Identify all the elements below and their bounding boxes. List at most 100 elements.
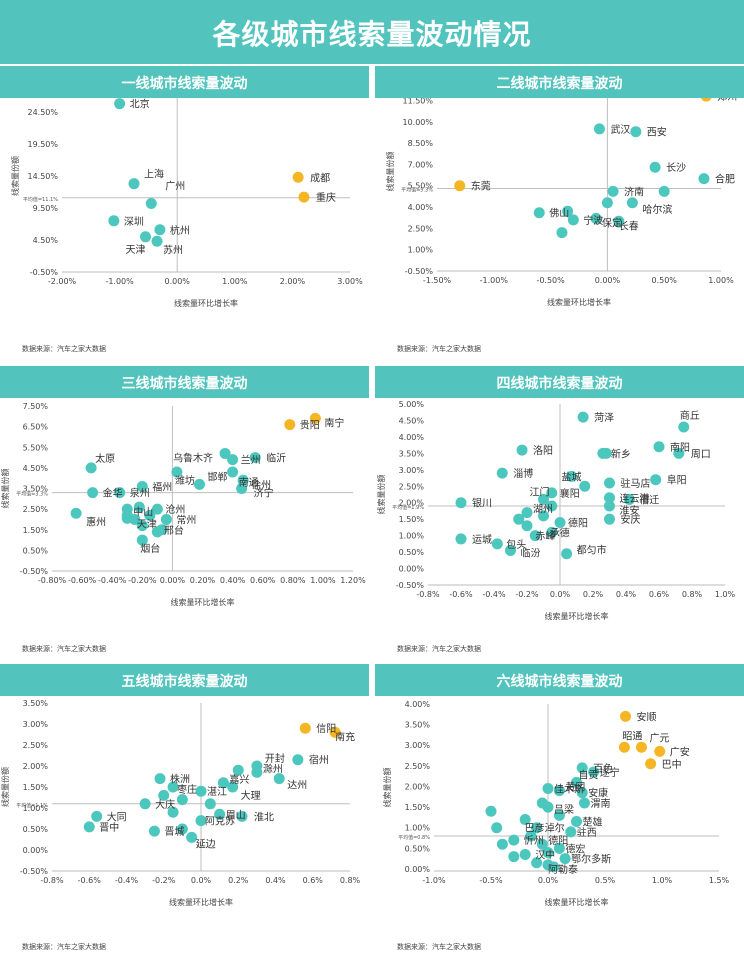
point-label: 东莞 [471,180,491,193]
data-point [121,512,133,524]
data-point [525,830,537,842]
x-tick-label: 0.2% [583,590,604,599]
chart-header: 二线城市线索量波动 [375,66,744,98]
x-tick-label: 1.0% [652,876,673,885]
point-label: 巴彦淖尔 [525,822,565,835]
data-point [83,821,95,833]
data-point [604,492,615,504]
data-point [151,526,163,538]
x-tick-label: 1.5% [709,876,730,885]
data-source: 数据来源：汽车之家大数据 [397,344,481,353]
point-label: 淄博 [513,467,533,480]
x-tick-label: -1.00% [105,277,134,286]
data-point [533,207,545,219]
point-label: 潍坊 [175,474,195,487]
data-point [186,831,198,843]
point-label: 深圳 [124,216,144,228]
chart-header: 三线城市线索量波动 [0,366,369,398]
data-point [227,454,239,466]
data-point [133,501,145,513]
scatter-plot: 平均值=11.1% -0.50% 4.50% 9.50% 14.50% 19.50% 24.… [10,98,363,353]
y-axis-label: 线索量份额 [382,768,392,808]
point-label: 中山 [133,505,153,518]
data-point [576,787,588,799]
x-tick-label: -0.50% [536,276,565,285]
data-point [548,861,560,873]
y-tick-label: 1.00% [405,824,431,833]
x-tick-label: 0.60% [250,576,276,585]
x-axis-label: 线索量环比增长率 [171,597,235,607]
point-label: 淮北 [254,811,274,823]
data-point [140,231,152,243]
data-point [144,509,156,521]
point-label: 郑州 [717,98,737,103]
data-point [193,478,205,490]
data-point [531,857,543,869]
point-label: 杭州 [170,224,190,237]
y-tick-label: 7.00% [408,160,434,169]
y-tick-label: 4.50% [23,464,49,473]
chart-header: 五线城市线索量波动 [0,664,369,696]
data-point [577,411,589,423]
point-label: 自贡 [579,768,599,781]
chart-title: 二线城市线索量波动 [496,76,623,92]
x-tick-label: 0.00% [595,276,621,285]
data-point [546,526,558,538]
x-tick-label: -1.00% [480,276,509,285]
point-label: 惠州 [86,515,106,528]
scatter-plot: 平均值=0.8% 0.00% 0.50% 1.00% 1.50% 2.00% 2.50% 3.… [382,700,730,951]
x-axis-label: 线索量环比增长率 [169,897,233,907]
x-tick-label: 0.6% [303,876,324,885]
x-tick-label: 0.0% [538,876,559,885]
data-point [508,834,520,846]
point-label: 宿州 [309,754,329,767]
y-tick-label: 3.50% [23,485,49,494]
data-point [505,544,516,556]
data-point [217,777,229,789]
point-label: 济南 [624,185,644,198]
scatter-plot: 平均值=3.3% -0.50% 0.50% 1.50% 2.50% 3.50% 4.50% 5… [0,402,366,653]
point-label: 江门 [530,485,550,498]
data-point [630,126,642,138]
data-point [508,851,520,863]
x-axis-label: 线索量环比增长率 [545,611,609,621]
data-point [151,503,163,515]
y-tick-label: 0.50% [23,546,49,555]
point-label: 晋城 [164,826,184,838]
x-tick-label: 0.40% [220,576,246,585]
point-label: 临沂 [266,452,286,465]
point-label: 赤峰 [535,531,555,543]
data-point [87,487,99,499]
point-label: 天津 [137,518,157,530]
point-label: 烟台 [140,542,160,555]
y-tick-label: 0.00% [23,846,49,855]
point-label: 株洲 [170,773,190,786]
point-label: 济宁 [254,487,274,500]
data-point [232,764,244,776]
scatter-plot: 平均值=1.9% -0.50% 0.00% 0.50% 1.00% 1.50% 2.00% 2… [376,400,736,653]
data-point [154,773,166,785]
y-tick-label: 5.50% [23,443,49,452]
point-label: 苏州 [163,243,183,256]
data-point [227,781,239,793]
data-point [85,462,97,474]
data-point [273,773,285,785]
chart-header: 四线城市线索量波动 [375,366,744,398]
point-label: 福州 [152,480,172,493]
point-label: 临汾 [521,546,541,559]
data-point [292,171,304,183]
data-point [454,180,466,192]
y-tick-label: 7.50% [23,402,49,411]
y-tick-label: 4.00% [405,700,431,709]
point-label: 安庆 [621,513,641,526]
data-point [70,507,82,519]
data-point [114,487,126,499]
data-point [171,466,183,478]
data-point [553,842,565,854]
y-tick-label: 19.50% [27,140,58,149]
y-tick-label: 1.00% [23,804,49,813]
point-label: 新乡 [611,447,631,460]
data-point [561,548,573,560]
data-point [579,480,591,492]
data-point [195,785,207,797]
